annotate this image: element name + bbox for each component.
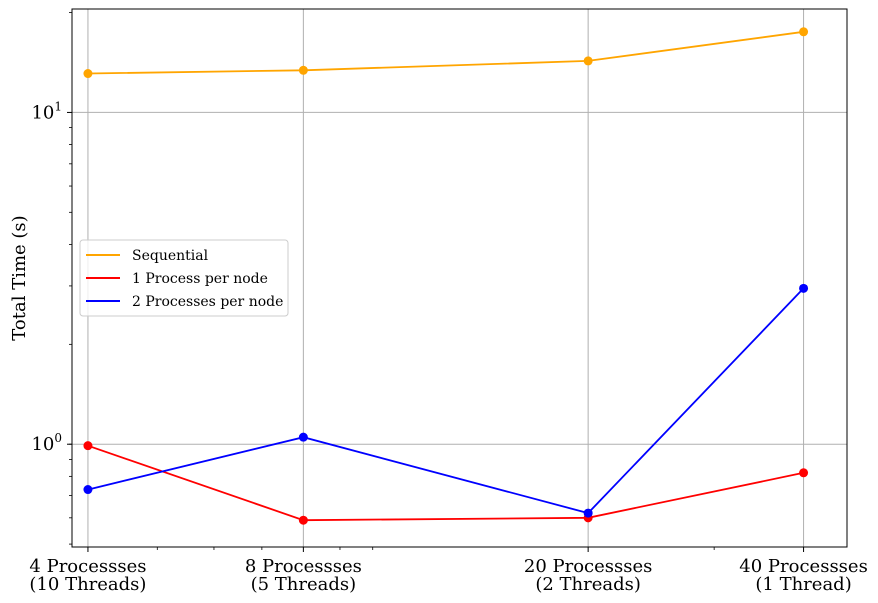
plot-frame <box>71 8 848 548</box>
y-tick-exponent: 0 <box>54 431 62 445</box>
x-tick-label: 4 Processses (10 Threads) <box>29 556 146 595</box>
data-point-2-processes-per-node <box>583 508 593 518</box>
data-point-1-process-per-node <box>298 515 308 525</box>
y-tick-base: 10 <box>31 434 54 455</box>
x-tick-label-line: (10 Threads) <box>29 574 146 595</box>
data-point-sequential <box>298 65 308 75</box>
x-tick-label-line: (1 Thread) <box>755 574 851 595</box>
series-line-2-processes-per-node <box>87 287 805 515</box>
legend-label-2-processes-per-node: 2 Processes per node <box>132 294 283 310</box>
data-point-sequential <box>83 69 93 79</box>
y-tick-label: 101 <box>31 99 62 123</box>
series-lines <box>83 27 809 525</box>
y-axis-title: Total Time (s) <box>9 215 30 340</box>
data-point-2-processes-per-node <box>83 485 93 495</box>
series-line-1-process-per-node <box>87 444 804 522</box>
data-point-sequential <box>583 56 593 66</box>
legend: Sequential 1 Process per node 2 Processe… <box>79 239 289 317</box>
data-point-sequential <box>799 27 809 37</box>
legend-label-sequential: Sequential <box>132 248 209 264</box>
data-point-1-process-per-node <box>83 441 93 451</box>
y-tick-label: 100 <box>31 431 62 455</box>
x-tick-label-line: 8 Processses <box>245 556 362 577</box>
x-tick-label-line: 20 Processses <box>524 556 653 577</box>
y-tick-exponent: 1 <box>54 99 62 113</box>
x-tick-label-line: (5 Threads) <box>251 574 357 595</box>
legend-box <box>79 239 289 317</box>
axis-ticks: 4 Processses (10 Threads) 8 Processses (5 T… <box>29 99 867 595</box>
x-tick-label: 40 Processses (1 Thread) <box>739 556 868 595</box>
data-point-2-processes-per-node <box>298 432 308 442</box>
data-point-2-processes-per-node <box>799 283 809 293</box>
data-point-1-process-per-node <box>799 468 809 478</box>
legend-label-1-process-per-node: 1 Process per node <box>132 271 268 287</box>
x-tick-label: 20 Processses (2 Threads) <box>524 556 653 595</box>
x-tick-label-line: (2 Threads) <box>535 574 641 595</box>
x-tick-label-line: 4 Processses <box>29 556 146 577</box>
series-line-sequential <box>87 30 804 75</box>
grid-lines <box>72 9 847 547</box>
x-tick-label-line: 40 Processses <box>739 556 868 577</box>
y-tick-base: 10 <box>31 102 54 123</box>
x-tick-label: 8 Processses (5 Threads) <box>245 556 362 595</box>
